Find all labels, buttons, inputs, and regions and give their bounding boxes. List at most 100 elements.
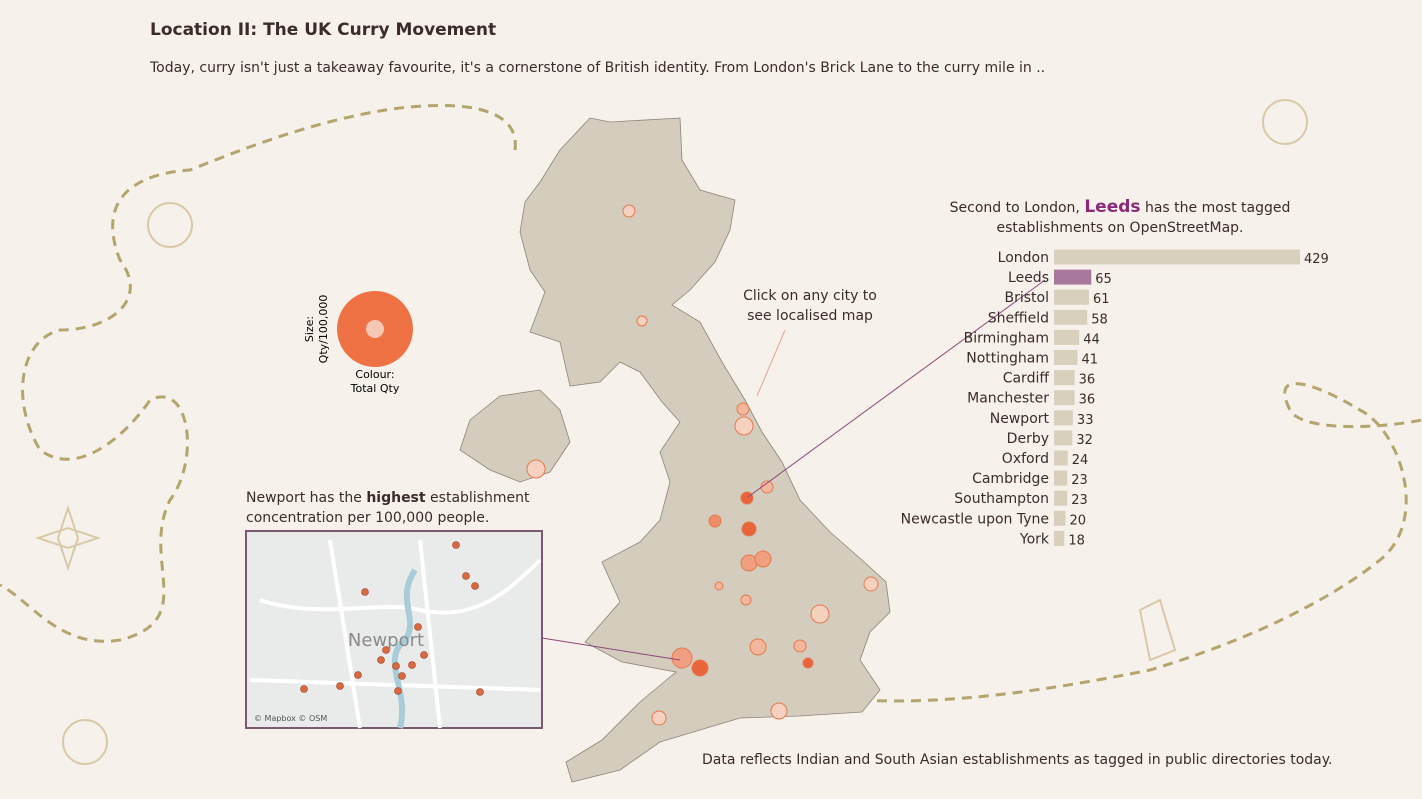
value-label: 23 [1071, 473, 1088, 488]
title-part: has the most tagged establishments on Op… [996, 200, 1291, 236]
city-circle [636, 315, 648, 327]
city-circle [863, 576, 879, 592]
route-left [0, 103, 517, 643]
inset-frame [245, 530, 543, 729]
dot [336, 682, 344, 690]
city-circle [740, 594, 752, 606]
city-circle [802, 657, 814, 669]
bar[interactable] [1054, 490, 1068, 506]
bar[interactable] [1054, 329, 1080, 345]
value-label: 65 [1095, 272, 1112, 287]
dashed-route [0, 103, 1422, 703]
dot [382, 646, 390, 654]
dot [394, 687, 402, 695]
category-label: Manchester [967, 391, 1049, 407]
dot [408, 661, 416, 669]
note-part: Newport has the [246, 490, 367, 506]
bar[interactable] [1054, 249, 1300, 265]
northern-ireland [459, 389, 571, 483]
category-label: Sheffield [988, 310, 1049, 326]
category-label: Nottingham [966, 351, 1049, 367]
category-label: Newport [990, 411, 1050, 427]
dot [471, 582, 479, 590]
great-britain [519, 117, 891, 783]
leader-line [541, 637, 681, 661]
city-circle [734, 416, 754, 436]
bar-chart-title: Second to London, Leeds has the most tag… [930, 197, 1310, 238]
dot [361, 588, 369, 596]
dot [414, 623, 422, 631]
city-circle [714, 581, 724, 591]
bar[interactable] [1054, 350, 1078, 365]
bar[interactable] [1054, 470, 1068, 486]
city-circle [736, 402, 750, 416]
city-circle [793, 639, 807, 653]
city-circle [749, 638, 767, 656]
dot [398, 672, 406, 680]
bar[interactable] [1054, 430, 1073, 446]
bar[interactable] [1054, 370, 1075, 386]
inset-city: Newport [348, 630, 424, 651]
icon [1262, 99, 1308, 145]
city-circle [671, 647, 693, 669]
category-label: Bristol [1005, 290, 1050, 306]
dot [377, 656, 385, 664]
bar[interactable] [1054, 410, 1073, 426]
value-label: 61 [1093, 292, 1110, 307]
city-circle [651, 710, 667, 726]
category-label: Newcastle upon Tyne [901, 511, 1049, 527]
city-circle [740, 491, 754, 505]
legend-size-label: Size: [303, 316, 316, 342]
subtitle: Today, curry isn't just a takeaway favou… [150, 60, 1046, 76]
bottle [1138, 598, 1177, 662]
value-label: 36 [1079, 393, 1096, 408]
bar[interactable] [1054, 309, 1088, 325]
category-label: London [998, 250, 1049, 266]
category-label: Birmingham [964, 330, 1049, 346]
city-circle [622, 204, 636, 218]
bar[interactable] [1054, 530, 1065, 546]
value-label: 32 [1076, 433, 1093, 448]
newport-annotation: Newport has the highest establishment co… [246, 488, 546, 528]
value-label: 33 [1077, 413, 1094, 428]
city-circle [754, 550, 772, 568]
city-circle [708, 514, 722, 528]
dot [300, 685, 308, 693]
dot [392, 662, 400, 670]
bar[interactable] [1054, 450, 1068, 466]
category-label: Oxford [1002, 451, 1049, 467]
value-label: 44 [1083, 332, 1100, 347]
city-circles [526, 204, 879, 726]
value-label: 23 [1071, 493, 1088, 508]
category-label: Cardiff [1003, 371, 1050, 387]
decor-icons [34, 99, 1308, 765]
title: Location II: The UK Curry Movement [150, 20, 497, 40]
title-highlight: Leeds [1084, 197, 1141, 217]
value-label: 36 [1079, 373, 1096, 388]
city-circle [691, 659, 709, 677]
bar[interactable] [1054, 390, 1075, 406]
inset-credit: © Mapbox © OSM [254, 714, 327, 723]
dot [476, 688, 484, 696]
dot [452, 541, 460, 549]
roads [249, 539, 542, 729]
bar[interactable] [1054, 269, 1092, 285]
inset-map[interactable]: Newport © Mapbox © OSM [245, 530, 543, 729]
note-part: establishment concentration per 100,000 … [246, 490, 530, 526]
legend-size-field: Qty/100,000 [317, 295, 330, 364]
category-label: York [1019, 531, 1050, 547]
bar-chart: London 429 Leeds 65 Bristol 61 Sheffield 58 Birm… [901, 249, 1329, 548]
bar[interactable] [1054, 510, 1066, 526]
legend-colour-label: Colour: [355, 368, 394, 381]
dot [420, 651, 428, 659]
icon [147, 202, 193, 248]
title-part: Second to London, [949, 200, 1085, 216]
city-circle [770, 702, 788, 720]
city-circle [741, 521, 757, 537]
click-annotation: Click on any city to see localised map [743, 288, 877, 324]
city-circle [810, 604, 830, 624]
bar[interactable] [1054, 289, 1089, 305]
city-circle [740, 554, 758, 572]
